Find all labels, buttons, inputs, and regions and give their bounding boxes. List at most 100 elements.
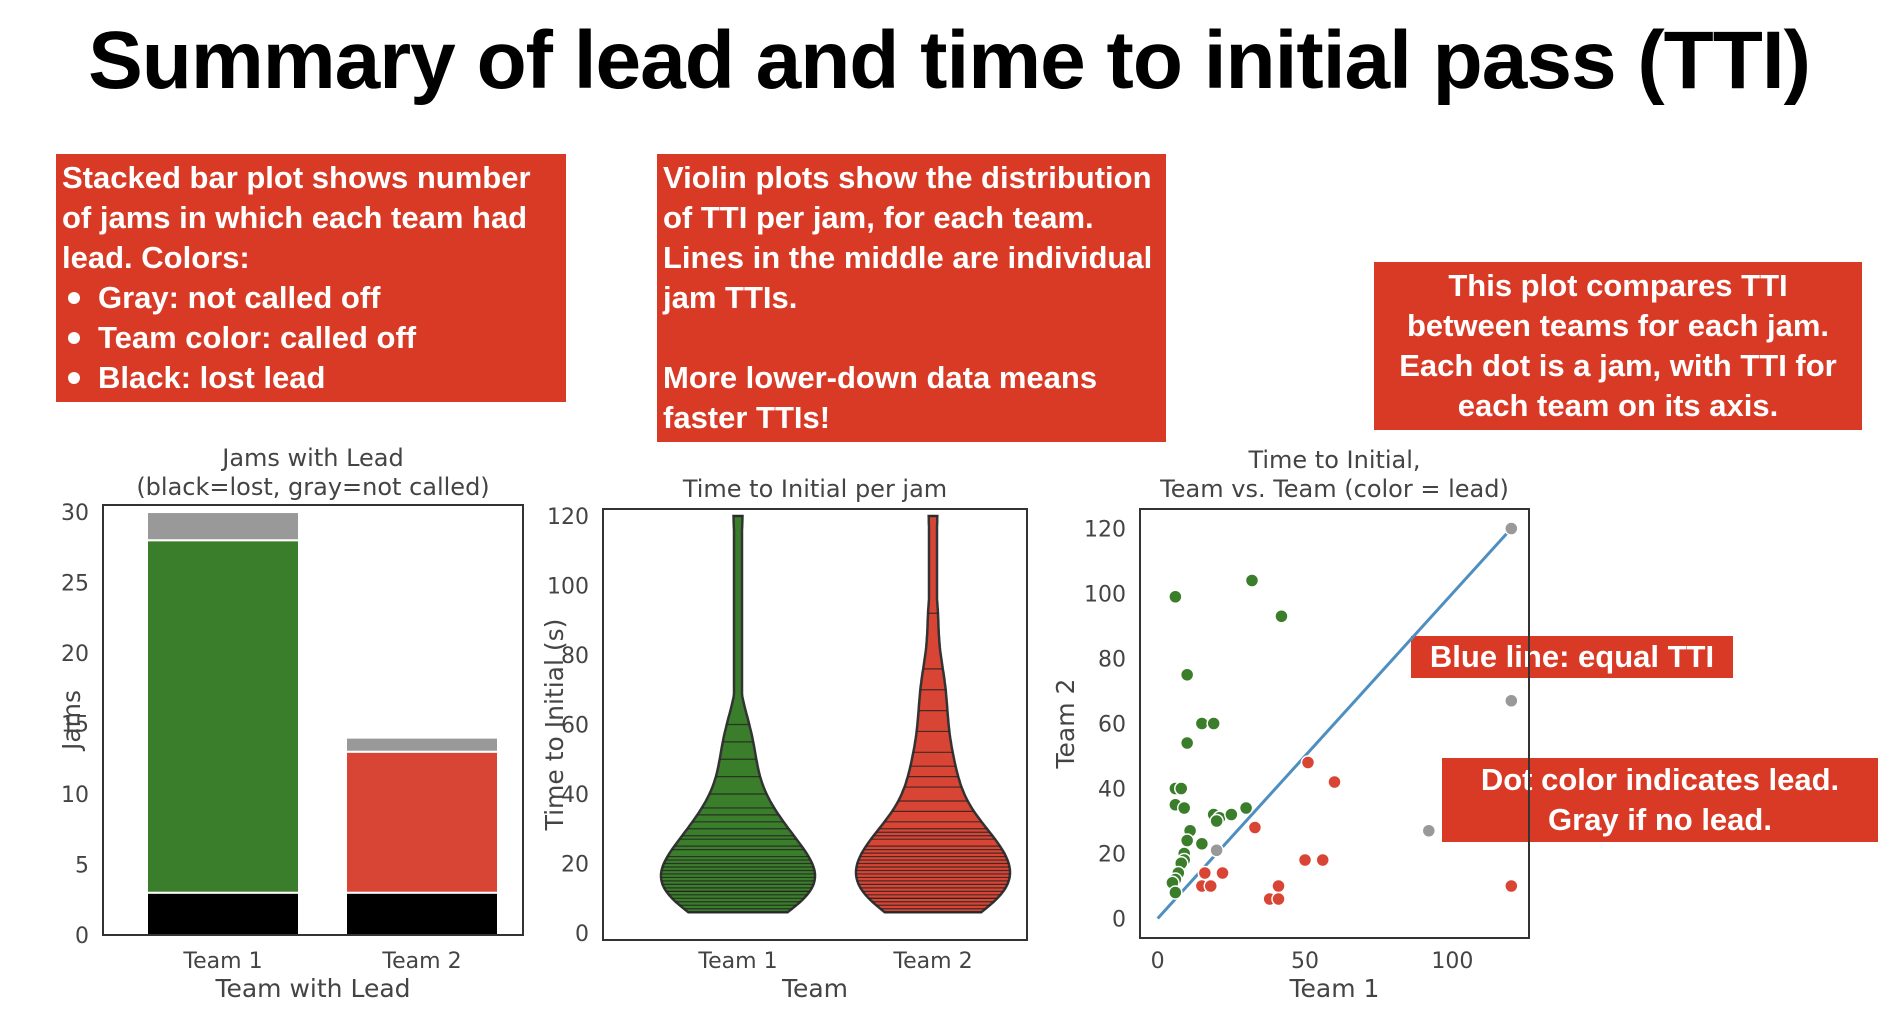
plot-frame <box>602 508 1028 941</box>
scatter-point <box>1274 609 1289 624</box>
y-tick-label: 0 <box>575 922 589 947</box>
y-tick-label: 100 <box>1084 583 1126 608</box>
scatter-point <box>1215 865 1230 881</box>
y-tick-label: 40 <box>561 783 589 808</box>
y-tick-label: 40 <box>1098 778 1126 803</box>
scatter-point <box>1271 878 1286 894</box>
callout-line: Violin plots show the distribution <box>663 160 1152 195</box>
y-tick-label: 10 <box>61 783 89 808</box>
scatter-point <box>1244 573 1260 588</box>
plot-frame <box>1139 508 1530 939</box>
callout-line: each team on its axis. <box>1457 388 1779 423</box>
scatter-point <box>1203 878 1218 894</box>
scatter-point <box>1297 852 1313 868</box>
scatter-point <box>1327 774 1342 790</box>
callout-line: of jams in which each team had <box>62 200 528 235</box>
scatter-point <box>1504 693 1519 708</box>
chart-title: Time to Initial, <box>1247 446 1420 474</box>
scatter-point <box>1179 667 1195 682</box>
x-axis-label: Team 1 <box>1289 974 1380 1003</box>
y-tick-label: 0 <box>1112 908 1126 933</box>
callout-line: Blue line: equal TTI <box>1429 639 1715 674</box>
x-tick-label: Team 2 <box>381 949 461 974</box>
scatter-point <box>1168 885 1183 900</box>
y-tick-label: 100 <box>547 574 589 599</box>
scatter-point <box>1209 843 1224 858</box>
y-tick-label: 20 <box>561 853 589 878</box>
scatter-point <box>1174 781 1189 796</box>
y-tick-label: 80 <box>561 644 589 669</box>
callout-line: lead. Colors: <box>62 240 250 275</box>
callout-line: Dot color indicates lead. <box>1480 762 1840 797</box>
callout-line: faster TTIs! <box>663 400 831 435</box>
callout-bullet: Gray: not called off <box>62 278 560 318</box>
y-tick-label: 20 <box>61 642 89 667</box>
y-tick-label: 15 <box>61 713 89 738</box>
chart-title: Time to Initial per jam <box>682 475 947 503</box>
violin-body <box>854 514 1012 914</box>
chart-title: Team vs. Team (color = lead) <box>1159 475 1509 503</box>
scatter-point <box>1176 800 1192 816</box>
callout-line: This plot compares TTI <box>1448 268 1788 303</box>
callout-line: Lines in the middle are individual <box>663 240 1153 275</box>
x-axis-label: Team <box>781 974 848 1003</box>
scatter-point <box>1194 836 1210 851</box>
callout-line: Gray if no lead. <box>1548 802 1772 837</box>
x-tick-label: 100 <box>1431 949 1473 974</box>
x-tick-label: 50 <box>1291 949 1319 974</box>
x-tick-label: 0 <box>1151 949 1165 974</box>
callout-line: jam TTIs. <box>663 280 798 315</box>
y-tick-label: 120 <box>1084 518 1126 543</box>
bar-explanation-callout: Stacked bar plot shows number of jams in… <box>56 154 566 402</box>
scatter-point <box>1179 735 1195 751</box>
scatter-point <box>1504 878 1519 894</box>
scatter-point <box>1315 852 1330 868</box>
scatter-point <box>1179 833 1195 848</box>
chart-title: (black=lost, gray=not called) <box>136 473 489 501</box>
scatter-point <box>1247 820 1263 835</box>
y-tick-label: 80 <box>1098 648 1126 673</box>
scatter-point <box>1271 891 1286 907</box>
callout-line: of TTI per jam, for each team. <box>663 200 1094 235</box>
scatter-point <box>1168 589 1183 604</box>
violin-explanation-callout: Violin plots show the distribution of TT… <box>657 154 1166 442</box>
blue-line-callout: Blue line: equal TTI <box>1411 636 1733 678</box>
bar-segment <box>345 736 499 753</box>
callout-line: between teams for each jam. <box>1406 308 1830 343</box>
y-tick-label: 20 <box>1098 843 1126 868</box>
violin-body <box>659 514 817 914</box>
scatter-point <box>1504 521 1519 536</box>
bar-segment <box>146 891 300 936</box>
y-tick-label: 0 <box>75 924 89 949</box>
x-tick-label: Team 1 <box>697 949 777 974</box>
scatter-point <box>1300 755 1316 770</box>
scatter-point <box>1224 807 1239 822</box>
callout-line: More lower-down data means <box>663 360 1098 395</box>
plot-frame <box>102 504 524 936</box>
dot-color-callout: Dot color indicates lead. Gray if no lea… <box>1442 758 1878 842</box>
y-tick-label: 25 <box>61 572 89 597</box>
callout-bullet: Black: lost lead <box>62 358 560 398</box>
bar-segment <box>146 539 300 894</box>
bar-segment <box>345 891 499 936</box>
callout-line: Each dot is a jam, with TTI for <box>1399 348 1837 383</box>
scatter-point <box>1421 823 1437 838</box>
y-tick-label: 30 <box>61 501 89 526</box>
scatter-point <box>1238 800 1254 816</box>
y-tick-label: 60 <box>1098 713 1126 738</box>
x-tick-label: Team 1 <box>182 949 262 974</box>
slide-title: Summary of lead and time to initial pass… <box>88 15 1811 106</box>
bar-segment <box>146 511 300 542</box>
scatter-explanation-callout: This plot compares TTI between teams for… <box>1374 262 1862 430</box>
y-axis-label: Jams <box>57 690 86 752</box>
y-tick-label: 60 <box>561 714 589 739</box>
scatter-point <box>1209 813 1224 829</box>
scatter-point <box>1197 865 1213 881</box>
y-axis-label: Team 2 <box>1051 679 1080 770</box>
chart-title: Jams with Lead <box>220 444 404 472</box>
y-tick-label: 5 <box>75 854 89 879</box>
x-tick-label: Team 2 <box>892 949 972 974</box>
x-axis-label: Team with Lead <box>214 974 410 1003</box>
y-tick-label: 120 <box>547 505 589 530</box>
